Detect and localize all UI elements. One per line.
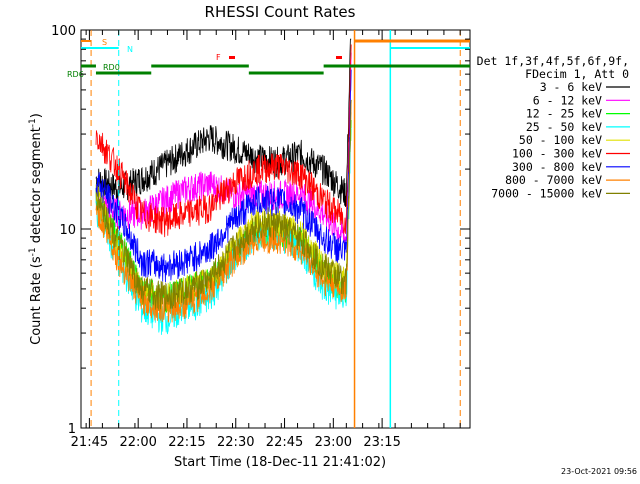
rd0-label: RD0 [103, 63, 120, 72]
x-tick-label: 22:30 [217, 435, 254, 450]
legend-entry-label: 3 - 6 keV [540, 80, 602, 94]
series-layer [95, 38, 352, 335]
legend-entry-label: 6 - 12 keV [533, 93, 602, 107]
x-tick-label: 23:00 [315, 435, 352, 450]
x-axis-label: Start Time (18-Dec-11 21:41:02) [174, 455, 386, 470]
tick-layer: 21:45 22:00 22:15 22:30 22:45 23:00 23:15 1 10 10… [51, 24, 470, 450]
legend-entry-label: 12 - 25 keV [526, 107, 602, 121]
flare-flag-mark [229, 56, 235, 59]
series-line [95, 38, 352, 208]
legend-header: FDecim 1, Att 0 [525, 67, 629, 81]
x-tick-label: 21:45 [71, 435, 108, 450]
legend-entry-label: 50 - 100 keV [519, 133, 602, 147]
legend-entry-label: 7000 - 15000 keV [491, 186, 602, 200]
legend-header: Det 1f,3f,4f,5f,6f,9f, [477, 54, 629, 68]
footer-date: 23-Oct-2021 09:56 [561, 467, 637, 476]
saa-label: S [102, 38, 107, 47]
flag-layer: S N F RD0 RD6 [67, 30, 470, 428]
y-tick-label: 1 [68, 422, 76, 437]
series-line [95, 69, 352, 283]
y-tick-label: 100 [51, 24, 76, 39]
x-tick-label: 22:00 [119, 435, 156, 450]
y-tick-label: 10 [59, 223, 76, 238]
legend-entry-label: 100 - 300 keV [512, 147, 602, 161]
series-line [95, 44, 352, 238]
y-axis-label: Count Rate (s-1 detector segment-1) [28, 113, 44, 345]
legend-entry-label: 300 - 800 keV [512, 160, 602, 174]
flare-flag-mark [336, 56, 342, 59]
x-tick-label: 22:15 [168, 435, 205, 450]
x-tick-label: 22:45 [266, 435, 303, 450]
x-tick-label: 23:15 [363, 435, 400, 450]
series-line [95, 99, 352, 313]
rd6-label: RD6 [67, 70, 84, 79]
flare-label: F [216, 53, 221, 62]
legend-entry-label: 25 - 50 keV [526, 120, 602, 134]
legend: Det 1f,3f,4f,5f,6f,9f,FDecim 1, Att 03 -… [477, 54, 630, 200]
chart-title: RHESSI Count Rates [205, 3, 356, 21]
night-label: N [127, 45, 133, 54]
legend-entry-label: 800 - 7000 keV [505, 173, 602, 187]
